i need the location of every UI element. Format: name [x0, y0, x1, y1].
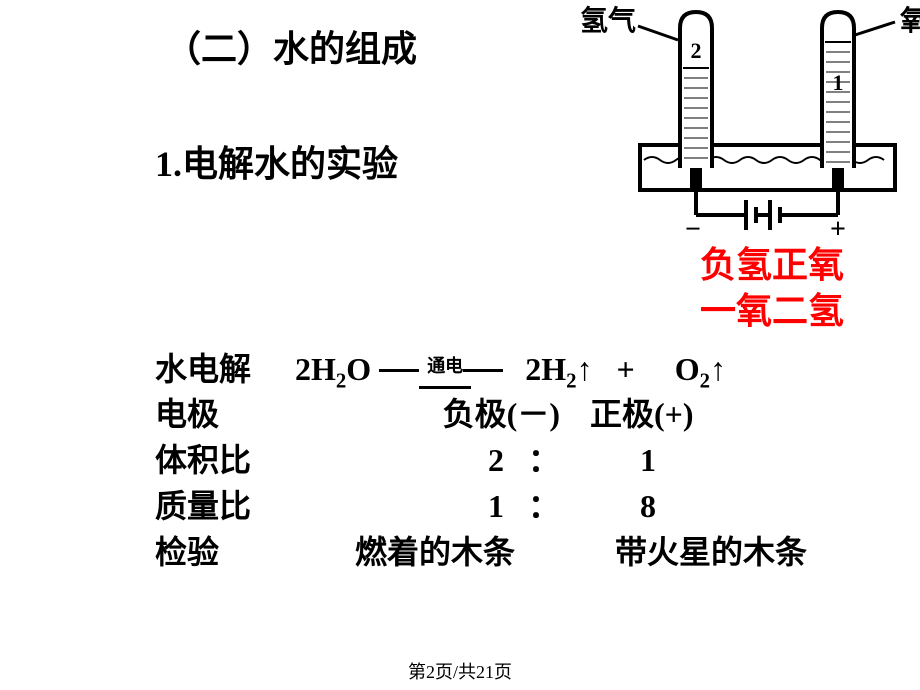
row-electrode: 电极 负极(－) 正极(+): [155, 391, 875, 437]
label-electrode: 电极: [155, 391, 295, 437]
volratio-left: 2 ：: [295, 437, 600, 483]
row-equation: 水电解 2H2O 通电 2H2↑ + O2↑: [155, 345, 875, 391]
diagram-label-oxygen: 氧: [900, 5, 920, 37]
diagram-label-hydrogen: 氢气: [580, 4, 636, 37]
test-neg: 燃着的木条: [355, 529, 615, 575]
massratio-right: 8: [600, 483, 860, 529]
label-test: 检验: [155, 529, 295, 575]
label-volume-ratio: 体积比: [155, 437, 295, 483]
electrode-negative: 负极(－): [295, 391, 580, 437]
data-rows: 水电解 2H2O 通电 2H2↑ + O2↑ 电极 负极(－) 正极(+) 体积…: [155, 345, 875, 575]
row-test: 检验 燃着的木条 带火星的木条: [155, 529, 875, 575]
page-footer: 第2页/共21页: [0, 658, 920, 684]
row-volume-ratio: 体积比 2 ： 1: [155, 437, 875, 483]
volratio-right: 1: [600, 437, 860, 483]
label-mass-ratio: 质量比: [155, 483, 295, 529]
tube-left-number: 2: [691, 38, 702, 63]
massratio-left: 1 ：: [295, 483, 600, 529]
row-mass-ratio: 质量比 1 ： 8: [155, 483, 875, 529]
subsection-title: 1.电解水的实验: [155, 135, 398, 187]
electrode-positive: 正极(+): [580, 391, 810, 437]
mnemonic-line-1: 负氢正氧: [700, 236, 844, 288]
mnemonic-line-2: 一氧二氢: [700, 282, 844, 334]
equation: 2H2O 通电 2H2↑ + O2↑: [295, 345, 726, 392]
test-pos: 带火星的木条: [615, 529, 875, 575]
electrolysis-diagram: 氢气 氧 2: [570, 0, 920, 240]
minus-sign: −: [685, 214, 701, 240]
label-electrolysis: 水电解: [155, 346, 295, 392]
section-title: （二）水的组成: [165, 20, 417, 72]
tube-right-number: 1: [833, 70, 844, 95]
